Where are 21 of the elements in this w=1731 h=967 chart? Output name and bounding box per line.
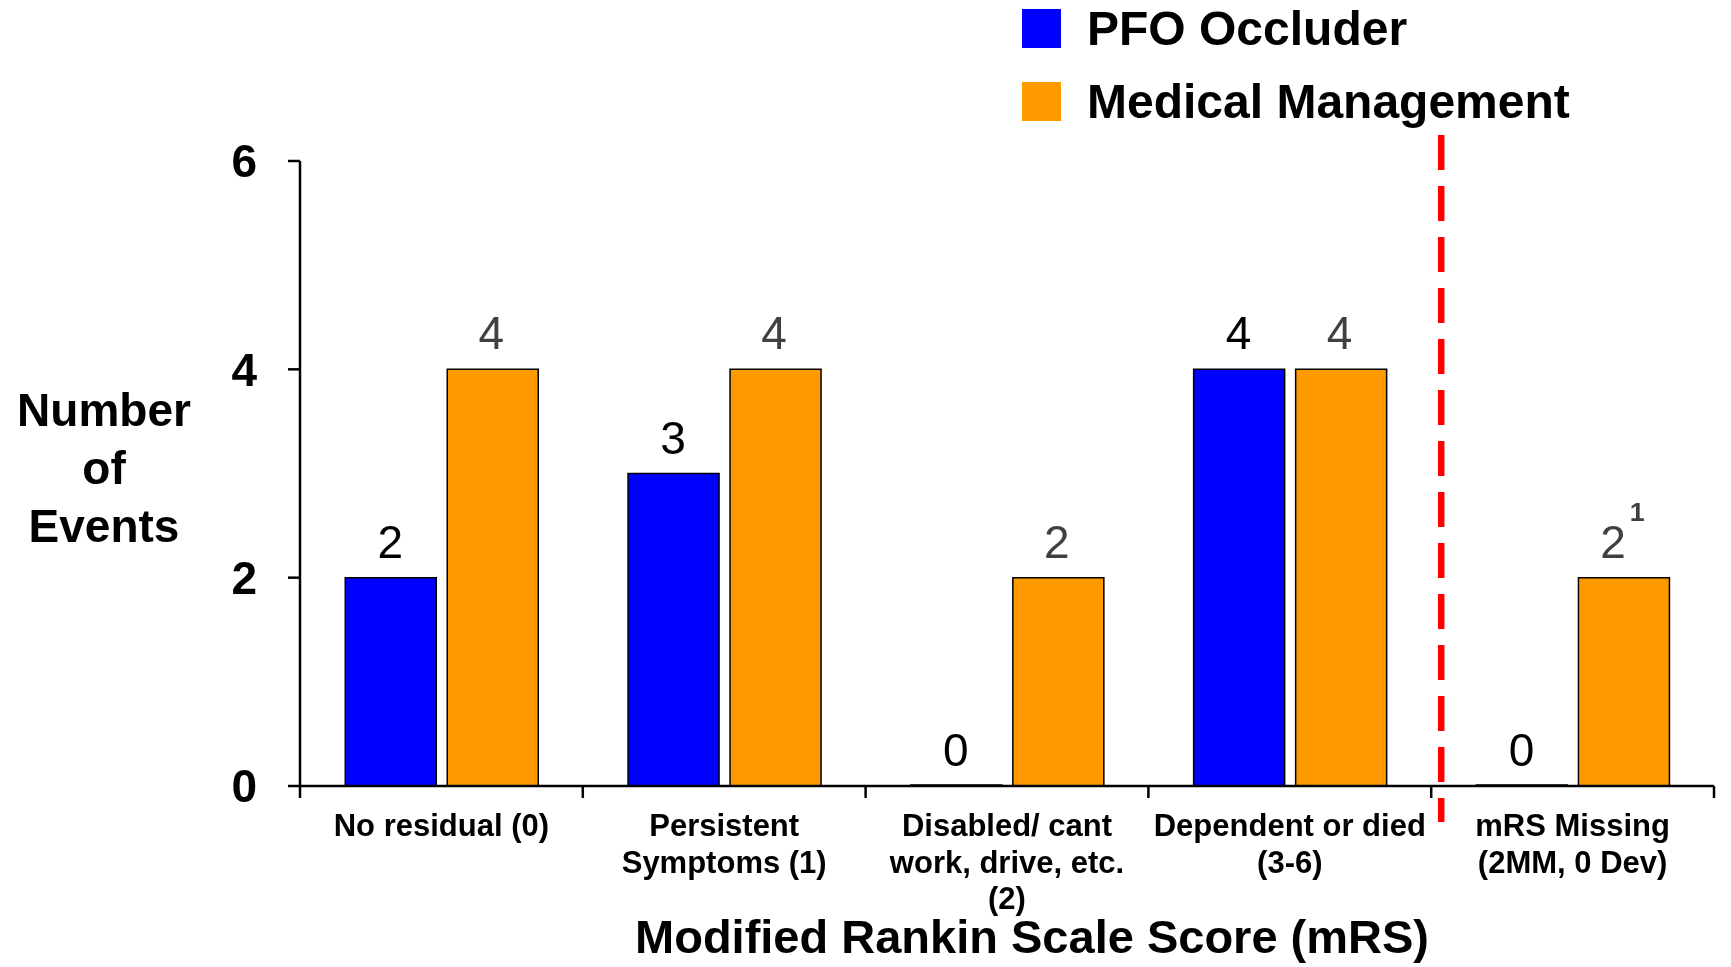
x-tick-label: Dependent or died (3-6) [1153, 808, 1426, 880]
data-label: 4 [761, 307, 787, 360]
legend-label: Medical Management [1087, 75, 1570, 128]
data-label: 4 [478, 307, 505, 360]
data-label: 0 [943, 724, 969, 776]
y-tick-label: 4 [231, 343, 258, 396]
x-tick-label: Persistent Symptoms (1) [621, 808, 827, 880]
data-label: 2 [1044, 515, 1070, 568]
data-label: 2 [377, 515, 404, 568]
y-tick-label: 6 [231, 135, 257, 188]
data-label: 2$^{1}$ [1600, 496, 1645, 568]
data-label: 3 [660, 411, 686, 464]
x-tick-label: No residual (0) [333, 808, 550, 843]
y-tick-label: 0 [231, 760, 257, 813]
y-tick-label: 2 [231, 552, 257, 604]
x-tick-label: mRS Missing (2MM, 0 Dev) [1475, 808, 1670, 880]
legend-label: PFO Occluder [1087, 2, 1408, 55]
y-axis-title: Number of Events [17, 383, 191, 552]
data-label: 0 [1508, 724, 1535, 776]
data-label: 4 [1225, 307, 1252, 360]
data-label: 4 [1326, 307, 1353, 360]
